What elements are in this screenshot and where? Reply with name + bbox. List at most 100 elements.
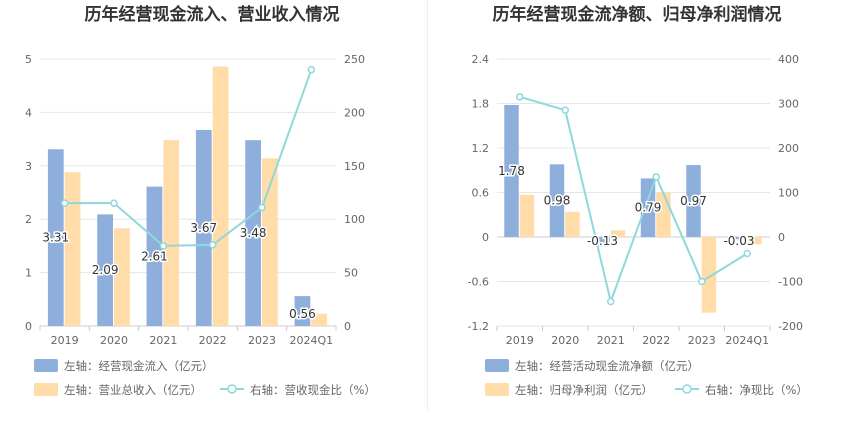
ratio-point xyxy=(698,277,706,286)
y-left-tick-label: 1 xyxy=(25,267,32,280)
ratio-point xyxy=(110,199,118,207)
chart-right: 历年经营现金流净额、归母净利润情况 -1.2 -200 -0.6 -100 0 0 0.6 10… xyxy=(468,4,808,397)
y-left-tick-label: 0.6 xyxy=(472,187,490,200)
y-right-tick-label: 0 xyxy=(778,231,785,244)
y-right-tick-label: 250 xyxy=(344,53,365,66)
bar-primary xyxy=(195,130,212,326)
bar-secondary xyxy=(262,158,278,326)
legend-label: 左轴：归母净利润（亿元） xyxy=(515,383,653,397)
bar-secondary xyxy=(701,237,717,313)
y-right-tick-label: 0 xyxy=(344,320,351,333)
x-tick-label: 2020 xyxy=(100,334,128,347)
y-right-tick-label: 150 xyxy=(344,160,365,173)
bar-primary xyxy=(686,165,701,237)
bar-primary xyxy=(731,237,747,240)
bar-data-label: 0.79 xyxy=(635,201,662,215)
x-tick-label: 2022 xyxy=(642,334,670,347)
bar-secondary xyxy=(747,237,762,245)
ratio-point xyxy=(159,242,168,250)
y-left-tick-label: 1.2 xyxy=(472,142,490,155)
bar-data-label: 2.09 xyxy=(92,263,119,277)
bar-data-label: 3.31 xyxy=(42,231,69,245)
y-right-tick-label: 200 xyxy=(344,106,365,119)
y-left-tick-label: 2.4 xyxy=(472,53,490,66)
legend-label: 右轴：净现比（%） xyxy=(705,383,808,397)
legend-swatch xyxy=(485,383,509,396)
bar-secondary xyxy=(212,66,229,326)
bar-data-label: -0.03 xyxy=(723,234,754,248)
y-right-tick-label: 400 xyxy=(778,53,799,66)
y-left-tick-label: 2 xyxy=(25,213,32,226)
y-right-tick-label: 100 xyxy=(344,213,365,226)
bar-primary xyxy=(595,237,610,247)
bar-data-label: 2.61 xyxy=(141,249,168,263)
legend-label: 左轴：经营现金流入（亿元） xyxy=(64,359,214,373)
y-left-tick-label: -1.2 xyxy=(468,320,489,333)
x-tick-label: 2019 xyxy=(51,334,79,347)
x-tick-label: 2023 xyxy=(688,334,716,347)
bar-secondary xyxy=(163,140,180,326)
chart-title: 历年经营现金流入、营业收入情况 xyxy=(85,4,340,25)
bar-primary xyxy=(47,149,64,326)
bar-data-label: 0.56 xyxy=(289,307,316,321)
y-left-tick-label: 1.8 xyxy=(472,98,490,111)
bar-data-label: 1.78 xyxy=(498,164,525,178)
y-left-tick-label: 5 xyxy=(25,53,32,66)
x-tick-label: 2019 xyxy=(506,334,534,347)
y-right-tick-label: -100 xyxy=(778,276,803,289)
legend-swatch-marker xyxy=(682,384,692,394)
bar-primary xyxy=(504,104,519,237)
bar-data-label: 3.67 xyxy=(190,221,217,235)
y-left-tick-label: 0 xyxy=(25,320,32,333)
bar-primary xyxy=(245,140,261,326)
ratio-point xyxy=(307,65,316,74)
legend-label: 左轴：经营活动现金流净额（亿元） xyxy=(515,359,699,373)
ratio-point xyxy=(743,249,751,258)
ratio-line xyxy=(519,95,748,305)
y-right-tick-label: 200 xyxy=(778,142,799,155)
x-tick-label: 2023 xyxy=(248,334,276,347)
y-right-tick-label: 50 xyxy=(344,267,358,280)
y-left-tick-label: 4 xyxy=(25,106,32,119)
legend-swatch xyxy=(485,359,509,372)
x-tick-label: 2024Q1 xyxy=(725,334,769,347)
ratio-point xyxy=(607,297,615,306)
ratio-point xyxy=(258,203,266,212)
x-tick-label: 2024Q1 xyxy=(290,334,334,347)
legend-label: 左轴：营业总收入（亿元） xyxy=(64,383,202,397)
y-right-tick-label: 300 xyxy=(778,98,799,111)
legend-label: 右轴：营收现金比（%） xyxy=(250,383,376,397)
y-left-tick-label: -0.6 xyxy=(468,276,489,289)
ratio-point xyxy=(561,106,569,114)
y-right-tick-label: -200 xyxy=(778,320,803,333)
bar-primary xyxy=(640,178,656,237)
bar-secondary xyxy=(114,228,130,326)
legend-swatch xyxy=(34,359,58,372)
x-tick-label: 2022 xyxy=(199,334,227,347)
ratio-point xyxy=(60,199,69,207)
bar-secondary xyxy=(519,194,535,237)
panel-divider xyxy=(427,0,428,410)
bar-secondary xyxy=(64,172,81,326)
x-tick-label: 2021 xyxy=(149,334,177,347)
legend-swatch-marker xyxy=(227,384,237,394)
bar-secondary xyxy=(565,211,580,237)
ratio-point xyxy=(516,93,524,101)
y-left-tick-label: 3 xyxy=(25,160,32,173)
bar-primary xyxy=(97,214,113,326)
ratio-line xyxy=(64,69,313,247)
bar-data-label: 0.98 xyxy=(544,194,571,208)
chart-title: 历年经营现金流净额、归母净利润情况 xyxy=(493,4,782,25)
bar-secondary xyxy=(610,230,626,237)
bar-secondary xyxy=(311,313,328,326)
ratio-point xyxy=(652,173,660,181)
bar-primary xyxy=(549,164,565,237)
bar-primary xyxy=(146,186,163,326)
y-right-tick-label: 100 xyxy=(778,187,799,200)
ratio-point xyxy=(208,241,217,249)
bar-primary xyxy=(294,296,311,326)
bar-data-label: -0.13 xyxy=(587,234,618,248)
x-tick-label: 2021 xyxy=(597,334,625,347)
y-left-tick-label: 0 xyxy=(482,231,489,244)
